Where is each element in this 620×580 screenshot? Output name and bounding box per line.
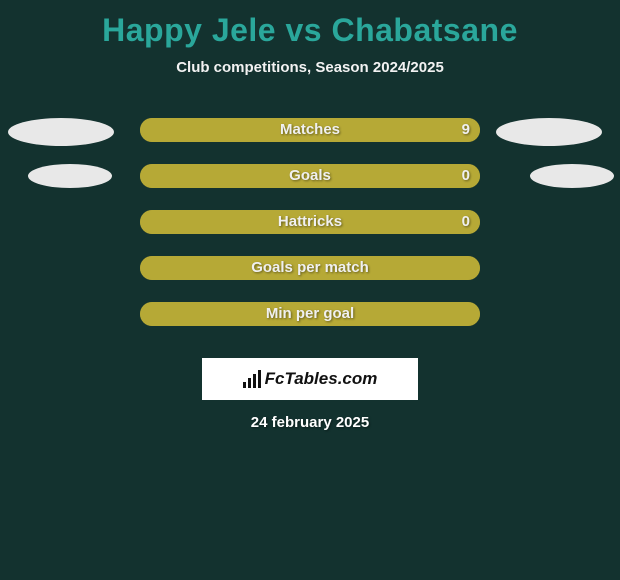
stat-row: Min per goal — [0, 302, 620, 348]
logo-bars-icon — [243, 370, 261, 388]
stat-row: Goals 0 — [0, 164, 620, 210]
logo-box: FcTables.com — [202, 358, 418, 400]
subtitle: Club competitions, Season 2024/2025 — [0, 59, 620, 76]
bar-fill — [140, 256, 480, 280]
stat-row: Matches 9 — [0, 118, 620, 164]
bar-fill — [140, 164, 480, 188]
page-title: Happy Jele vs Chabatsane — [0, 0, 620, 49]
stat-row: Goals per match — [0, 256, 620, 302]
bar-fill — [140, 118, 480, 142]
bar-fill — [140, 210, 480, 234]
stats-rows: Matches 9 Goals 0 Hattricks 0 Goals per … — [0, 118, 620, 348]
logo: FcTables.com — [243, 369, 378, 389]
date-text: 24 february 2025 — [0, 414, 620, 431]
logo-text: FcTables.com — [265, 369, 378, 389]
stat-row: Hattricks 0 — [0, 210, 620, 256]
bar-fill — [140, 302, 480, 326]
